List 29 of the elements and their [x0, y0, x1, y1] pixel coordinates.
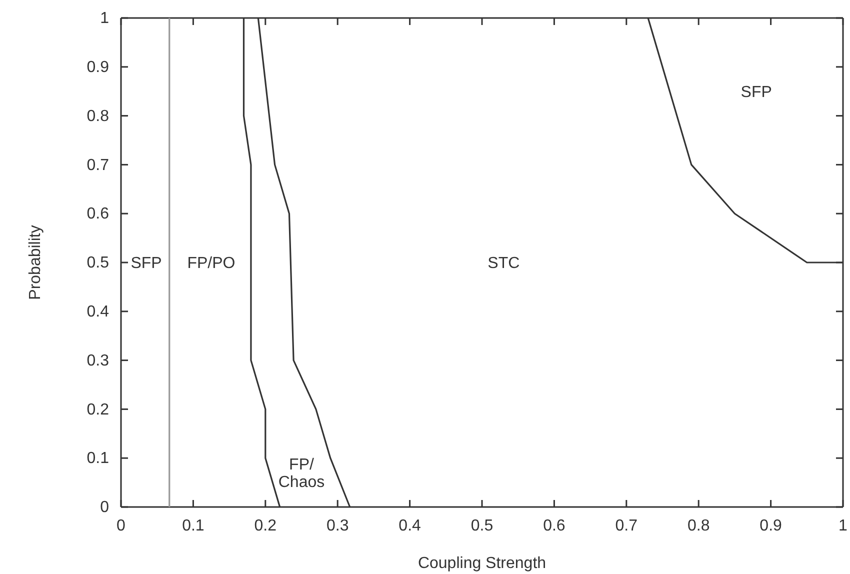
y-tick-label: 0.6 — [86, 206, 110, 223]
x-tick-label: 0.6 — [543, 517, 566, 534]
x-tick-label: 0.5 — [470, 517, 494, 534]
x-tick-label: 0.8 — [687, 517, 710, 534]
x-axis-title: Coupling Strength — [418, 555, 546, 572]
annotation: SFP — [740, 84, 772, 101]
y-tick-label: 0.5 — [86, 254, 110, 272]
x-tick-label: 0.3 — [326, 517, 349, 534]
y-tick-label: 0.9 — [86, 59, 110, 76]
y-tick-label: 0.4 — [86, 304, 110, 321]
x-tick-label: 0.4 — [398, 517, 422, 534]
annotation: FP/ Chaos — [278, 456, 325, 492]
y-tick-label: 0 — [100, 499, 110, 516]
x-tick-label: 0.2 — [254, 517, 277, 534]
x-tick-label: 0 — [116, 517, 126, 534]
y-tick-label: 0.7 — [86, 156, 110, 174]
y-axis-title: Probability — [27, 225, 44, 300]
x-tick-label: 0.1 — [182, 517, 204, 534]
annotation: SFP — [130, 255, 162, 272]
y-tick-label: 1 — [100, 10, 110, 28]
x-tick-label: 1 — [838, 517, 848, 534]
x-tick-label: 0.7 — [615, 517, 638, 534]
annotation: FP/PO — [187, 255, 236, 272]
annotation: STC — [488, 255, 520, 272]
y-tick-label: 0.2 — [86, 401, 110, 418]
y-tick-label: 0.3 — [86, 352, 110, 370]
x-tick-label: 0.9 — [760, 517, 782, 534]
y-tick-label: 0.8 — [86, 108, 110, 125]
y-tick-label: 0.1 — [86, 450, 110, 468]
